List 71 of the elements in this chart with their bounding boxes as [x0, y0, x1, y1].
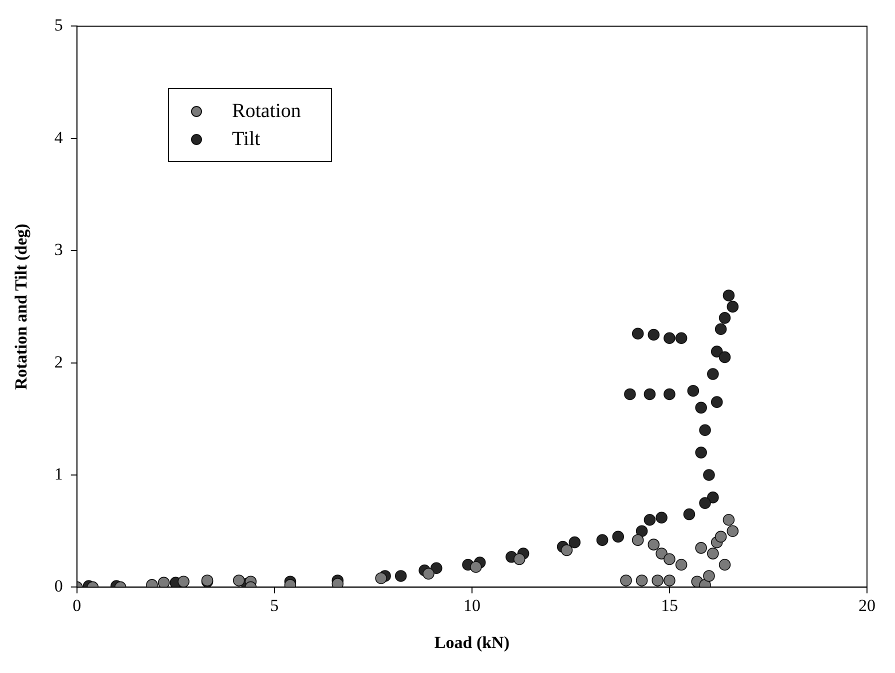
point: [656, 548, 668, 560]
point: [568, 536, 581, 548]
point: [707, 548, 719, 560]
point: [394, 570, 407, 582]
point: [699, 497, 711, 509]
point: [707, 492, 719, 504]
point: [620, 574, 632, 586]
point: [703, 570, 715, 582]
point: [664, 553, 676, 566]
point: [332, 578, 344, 588]
point: [656, 512, 668, 524]
point: [513, 553, 526, 566]
point: [644, 388, 656, 400]
point: [664, 574, 676, 586]
point: [722, 514, 735, 526]
x-axis-title: Load (kN): [434, 633, 510, 652]
point: [470, 561, 482, 573]
point: [652, 574, 664, 586]
point: [596, 534, 608, 546]
point: [375, 572, 387, 584]
point: [636, 525, 648, 537]
point: [714, 323, 727, 336]
point: [699, 424, 711, 436]
point: [158, 576, 170, 588]
point: [703, 469, 715, 481]
y-tick-label: 0: [54, 576, 63, 596]
point: [714, 530, 727, 543]
x-tick-label: 20: [858, 596, 876, 615]
point: [560, 544, 573, 556]
point: [675, 558, 688, 571]
point: [726, 525, 739, 537]
point: [178, 576, 190, 588]
point: [707, 368, 719, 380]
point: [683, 508, 696, 520]
point: [718, 558, 731, 571]
point: [726, 300, 739, 313]
point: [612, 530, 624, 543]
x-tick-label: 15: [660, 596, 678, 615]
point: [648, 328, 660, 341]
legend-label: Rotation: [232, 99, 301, 124]
point: [695, 402, 707, 414]
y-tick-label: 5: [54, 16, 63, 35]
point: [624, 388, 636, 400]
point: [722, 290, 735, 302]
x-tick-label: 0: [72, 596, 82, 615]
point: [430, 562, 442, 574]
y-tick-label: 1: [54, 464, 63, 484]
point: [695, 446, 707, 458]
point: [664, 332, 676, 344]
x-tick-label: 5: [270, 596, 279, 615]
point: [687, 384, 700, 397]
point: [695, 542, 707, 554]
point: [632, 534, 644, 546]
point: [675, 332, 688, 344]
point: [710, 346, 723, 358]
y-tick-label: 4: [54, 128, 64, 147]
point: [636, 574, 648, 586]
x-tick-label: 10: [463, 596, 480, 615]
point: [648, 538, 660, 550]
point: [718, 351, 731, 364]
point: [710, 396, 723, 408]
y-tick-label: 2: [54, 352, 63, 372]
point: [422, 568, 434, 580]
point: [644, 514, 656, 526]
y-tick-label: 3: [54, 240, 63, 260]
point: [664, 388, 676, 400]
point: [718, 312, 731, 324]
point: [632, 328, 644, 340]
y-axis-title: Rotation and Tilt (deg): [12, 224, 31, 390]
point: [232, 574, 245, 586]
legend-label: Tilt: [232, 127, 260, 152]
